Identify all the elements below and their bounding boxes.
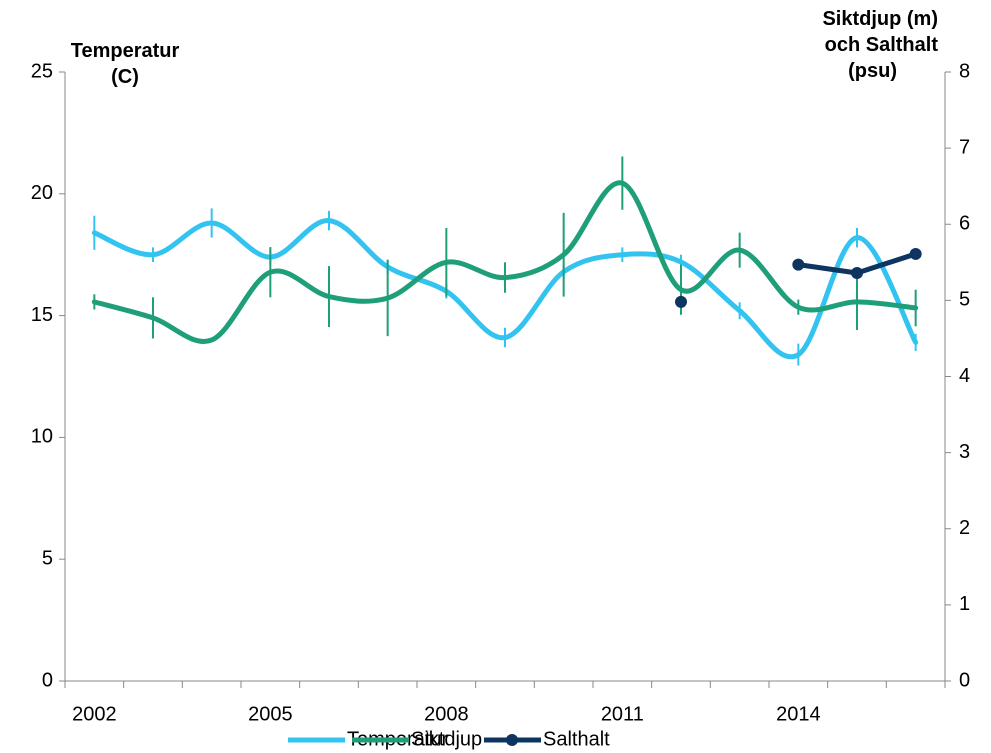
y-tick-label: 20 xyxy=(31,182,53,204)
marker xyxy=(851,266,863,279)
y-tick-label: 15 xyxy=(31,304,53,326)
marker xyxy=(792,258,805,271)
x-tick-label: 2014 xyxy=(776,703,821,725)
y-tick-label: 5 xyxy=(42,547,53,569)
y2-tick-label: 7 xyxy=(959,136,970,158)
series-line xyxy=(91,180,919,344)
y-axis-title-line: (C) xyxy=(111,66,139,88)
y2-axis-title-line: och Salthalt xyxy=(825,34,939,56)
x-tick-label: 2011 xyxy=(601,703,644,725)
y2-tick-label: 2 xyxy=(959,517,970,539)
legend-marker xyxy=(506,734,518,746)
y2-tick-label: 0 xyxy=(959,669,970,691)
legend-label: Salthalt xyxy=(543,728,610,750)
y-axis-title-line: Temperatur xyxy=(71,40,180,62)
y2-axis-title-line: (psu) xyxy=(848,60,897,82)
y2-tick-label: 6 xyxy=(959,213,970,235)
y2-tick-label: 1 xyxy=(959,593,970,615)
y2-tick-label: 8 xyxy=(959,60,970,82)
y2-axis-title-line: Siktdjup (m) xyxy=(822,8,938,30)
x-tick-label: 2008 xyxy=(424,703,469,725)
y-tick-label: 25 xyxy=(31,60,53,82)
marker xyxy=(675,295,687,308)
y2-tick-label: 3 xyxy=(959,441,970,463)
series-line xyxy=(91,218,919,360)
y2-axis-title: Siktdjup (m) och Salthalt (psu) xyxy=(822,8,938,82)
x-tick-label: 2002 xyxy=(72,703,117,725)
marker xyxy=(909,247,922,260)
legend-label: Siktdjup xyxy=(411,728,482,750)
y-tick-label: 10 xyxy=(31,426,53,448)
y-tick-label: 0 xyxy=(42,669,53,691)
y-axis-title: Temperatur (C) xyxy=(71,40,180,88)
x-tick-label: 2005 xyxy=(248,703,293,725)
y2-tick-label: 5 xyxy=(959,289,970,311)
y2-tick-label: 4 xyxy=(959,365,970,387)
